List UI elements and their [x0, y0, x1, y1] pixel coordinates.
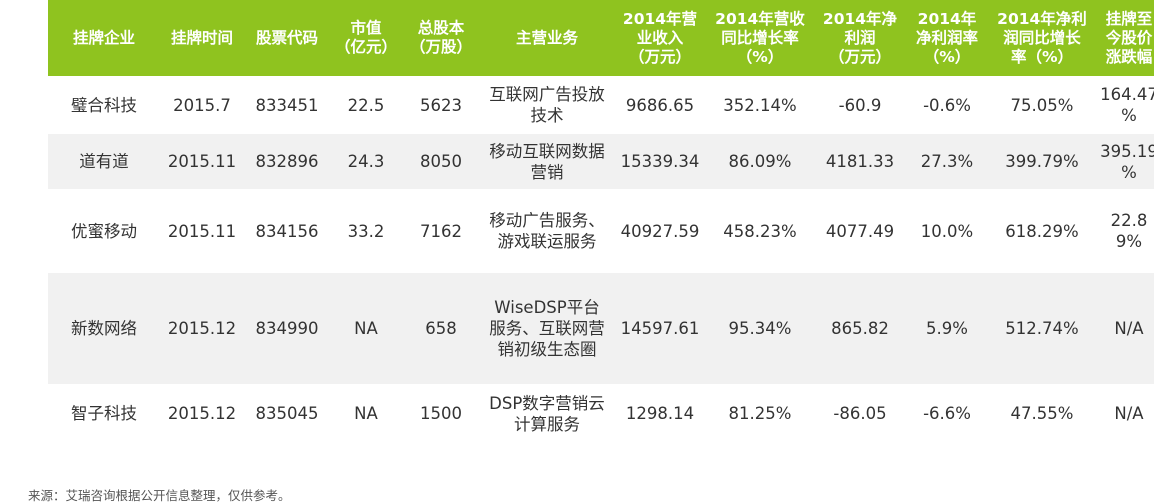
cell-main-business: 移动广告服务、 游戏联运服务 — [489, 211, 605, 251]
cell-revenue: 14597.61 — [614, 273, 706, 384]
cell-stock-code: 834156 — [255, 221, 319, 241]
cell-company: 新数网络 — [48, 273, 160, 384]
cell-price-change: N/A — [1096, 273, 1154, 384]
table-body: 璧合科技 2015.7 833451 22.5 5623 互联网广告投放 技术 9686.65… — [48, 76, 1154, 443]
cell-net-profit: 4181.33 — [814, 134, 906, 189]
header-net-margin-2014: 2014年 净利润率 （%） — [906, 0, 988, 76]
cell-profit-growth: 618.29% — [1005, 221, 1079, 241]
cell-market-cap: 22.5 — [347, 95, 385, 115]
cell-company: 道有道 — [48, 134, 160, 189]
cell-main-business: 互联网广告投放 技术 — [489, 85, 605, 125]
cell-price-change: 22.89% — [1110, 211, 1148, 251]
cell-main-business: 移动互联网数据 营销 — [480, 134, 614, 189]
cell-listing-date: 2015.7 — [173, 95, 231, 115]
cell-price-change: N/A — [1114, 404, 1144, 423]
cell-company: 优蜜移动 — [71, 221, 137, 241]
cell-main-business: DSP数字营销云 计算服务 — [489, 393, 605, 434]
header-price-change: 挂牌至 今股价 涨跌幅 — [1096, 0, 1154, 76]
cell-revenue-growth: 81.25% — [728, 404, 792, 423]
cell-profit-growth: 47.55% — [1010, 404, 1074, 423]
cell-revenue: 9686.65 — [625, 95, 695, 115]
header-total-shares: 总股本 （万股） — [402, 0, 480, 76]
source-note: 来源：艾瑞咨询根据公开信息整理，仅供参考。 — [28, 488, 291, 503]
cell-company: 智子科技 — [71, 404, 137, 423]
cell-total-shares: 7162 — [420, 221, 462, 241]
cell-price-change: 395.19% — [1096, 134, 1154, 189]
cell-net-profit: -60.9 — [838, 95, 882, 115]
cell-stock-code: 832896 — [244, 134, 330, 189]
cell-stock-code: 833451 — [255, 95, 319, 115]
cell-net-profit: 865.82 — [814, 273, 906, 384]
cell-market-cap: 24.3 — [330, 134, 402, 189]
header-main-business: 主营业务 — [480, 0, 614, 76]
company-table: 挂牌企业 挂牌时间 股票代码 市值 （亿元） 总股本 （万股） 主营业务 2014年营 业收入 （万… — [48, 0, 1154, 443]
cell-revenue-growth: 458.23% — [723, 221, 797, 241]
cell-revenue-growth: 86.09% — [706, 134, 814, 189]
header-profit-growth-2014: 2014年净利 润同比增长 率（%） — [988, 0, 1096, 76]
cell-net-margin: 5.9% — [906, 273, 988, 384]
table-row: 优蜜移动 2015.11 834156 33.2 7162 移动广告服务、 游戏联运服务 40… — [48, 189, 1154, 273]
table-row: 智子科技 2015.12 835045 NA 1500 DSP数字营销云 计算服务 1298.… — [48, 384, 1154, 443]
header-company: 挂牌企业 — [48, 0, 160, 76]
cell-profit-growth: 75.05% — [1010, 95, 1074, 115]
cell-net-margin: -0.6% — [923, 95, 971, 115]
cell-total-shares: 8050 — [402, 134, 480, 189]
cell-stock-code: 835045 — [255, 404, 319, 423]
cell-total-shares: 5623 — [420, 95, 462, 115]
cell-revenue-growth: 352.14% — [723, 95, 797, 115]
table-row: 璧合科技 2015.7 833451 22.5 5623 互联网广告投放 技术 9686.65… — [48, 76, 1154, 134]
cell-listing-date: 2015.12 — [160, 273, 244, 384]
cell-market-cap: 33.2 — [347, 221, 385, 241]
cell-listing-date: 2015.11 — [160, 134, 244, 189]
cell-total-shares: 1500 — [420, 404, 462, 423]
cell-revenue: 1298.14 — [625, 404, 695, 423]
cell-net-margin: -6.6% — [923, 404, 971, 423]
cell-price-change: 164.47% — [1100, 85, 1154, 125]
cell-main-business: WiseDSP平台 服务、互联网营 销初级生态圈 — [480, 273, 614, 384]
cell-profit-growth: 399.79% — [988, 134, 1096, 189]
table-row: 新数网络 2015.12 834990 NA 658 WiseDSP平台 服务、互联网营 销初… — [48, 273, 1154, 384]
cell-market-cap: NA — [354, 404, 378, 423]
header-listing-date: 挂牌时间 — [160, 0, 244, 76]
cell-net-margin: 10.0% — [920, 221, 974, 241]
cell-profit-growth: 512.74% — [988, 273, 1096, 384]
cell-net-margin: 27.3% — [906, 134, 988, 189]
cell-listing-date: 2015.11 — [167, 221, 237, 241]
header-stock-code: 股票代码 — [244, 0, 330, 76]
cell-listing-date: 2015.12 — [167, 404, 237, 423]
table-row: 道有道 2015.11 832896 24.3 8050 移动互联网数据 营销 15339.3… — [48, 134, 1154, 189]
header-row: 挂牌企业 挂牌时间 股票代码 市值 （亿元） 总股本 （万股） 主营业务 2014年营 业收入 （万… — [48, 0, 1154, 76]
header-net-profit-2014: 2014年净 利润 （万元） — [814, 0, 906, 76]
header-revenue-2014: 2014年营 业收入 （万元） — [614, 0, 706, 76]
header-revenue-growth-2014: 2014年营收 同比增长率 （%） — [706, 0, 814, 76]
cell-revenue: 15339.34 — [614, 134, 706, 189]
cell-total-shares: 658 — [402, 273, 480, 384]
cell-stock-code: 834990 — [244, 273, 330, 384]
cell-revenue-growth: 95.34% — [706, 273, 814, 384]
cell-revenue: 40927.59 — [620, 221, 700, 241]
cell-market-cap: NA — [330, 273, 402, 384]
header-market-cap: 市值 （亿元） — [330, 0, 402, 76]
cell-net-profit: 4077.49 — [825, 221, 895, 241]
cell-company: 璧合科技 — [71, 95, 137, 115]
cell-net-profit: -86.05 — [833, 404, 887, 423]
